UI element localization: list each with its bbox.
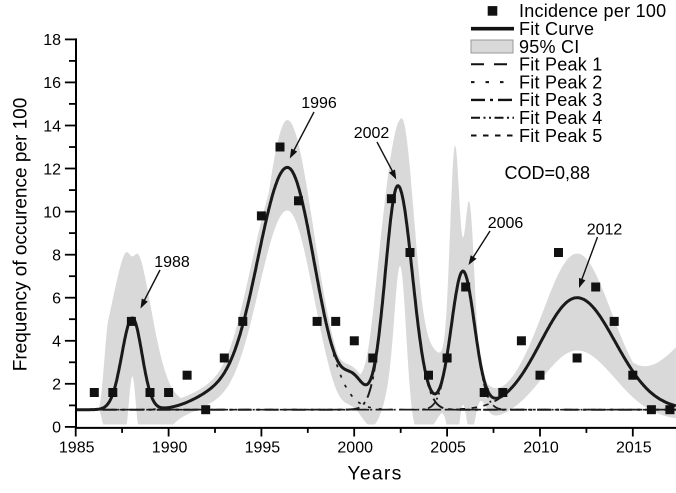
svg-text:16: 16 <box>43 75 61 92</box>
svg-text:2010: 2010 <box>523 439 559 456</box>
svg-text:2012: 2012 <box>587 222 623 239</box>
svg-text:2002: 2002 <box>354 125 390 142</box>
svg-text:Fit Peak 1: Fit Peak 1 <box>519 55 603 75</box>
svg-text:1990: 1990 <box>152 439 188 456</box>
svg-text:2006: 2006 <box>488 215 524 232</box>
svg-text:8: 8 <box>52 248 61 265</box>
svg-text:2015: 2015 <box>616 439 652 456</box>
svg-text:4: 4 <box>52 334 61 351</box>
svg-text:14: 14 <box>43 118 61 135</box>
svg-text:Frequency of occurence per 100: Frequency of occurence per 100 <box>11 98 32 372</box>
svg-text:1996: 1996 <box>301 95 337 112</box>
svg-text:1988: 1988 <box>154 254 190 271</box>
svg-text:6: 6 <box>52 291 61 308</box>
svg-text:2000: 2000 <box>337 439 373 456</box>
svg-text:2: 2 <box>52 377 61 394</box>
svg-text:Years: Years <box>347 463 402 485</box>
svg-text:95% CI: 95% CI <box>519 37 580 57</box>
svg-text:Incidence per 100: Incidence per 100 <box>519 1 666 21</box>
svg-text:Fit Peak 2: Fit Peak 2 <box>519 72 603 92</box>
svg-text:10: 10 <box>43 204 61 221</box>
svg-text:COD=0,88: COD=0,88 <box>505 163 591 183</box>
svg-text:1995: 1995 <box>245 439 281 456</box>
svg-text:18: 18 <box>43 32 61 49</box>
svg-text:Fit Peak 3: Fit Peak 3 <box>519 90 603 110</box>
svg-text:Fit Curve: Fit Curve <box>519 19 594 39</box>
svg-text:Fit Peak 4: Fit Peak 4 <box>519 108 603 128</box>
svg-text:2005: 2005 <box>430 439 466 456</box>
svg-text:Fit Peak 5: Fit Peak 5 <box>519 126 603 146</box>
svg-text:1985: 1985 <box>59 439 95 456</box>
svg-text:12: 12 <box>43 161 61 178</box>
svg-text:0: 0 <box>52 420 61 437</box>
